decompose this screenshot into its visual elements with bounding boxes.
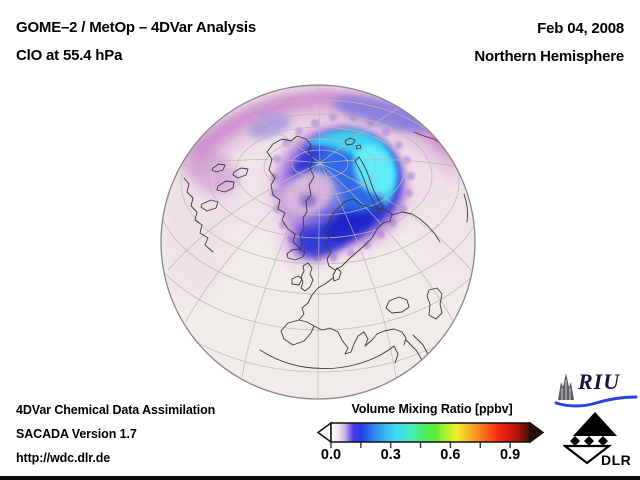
riu-wave-icon: [554, 395, 638, 408]
dlr-logo-text: DLR: [601, 452, 632, 468]
region-label: Northern Hemisphere: [474, 48, 624, 65]
figure-title: GOME–2 / MetOp – 4DVar Analysis ClO at 5…: [16, 20, 256, 63]
colorbar-right-arrow: [529, 421, 545, 444]
cathedral-icon: [558, 373, 574, 400]
colorbar-left-arrow: [316, 421, 332, 444]
credit-line-3: http://wdc.dlr.de: [16, 451, 111, 465]
colorbar-tick-labels: 0.0 0.3 0.6 0.9: [314, 447, 550, 465]
bottom-bar: [0, 476, 640, 480]
graticule: [161, 85, 475, 399]
dlr-logo-icon: [561, 412, 617, 465]
title-line-1: GOME–2 / MetOp – 4DVar Analysis: [16, 19, 257, 36]
credits-block: 4DVar Chemical Data Assimilation SACADA …: [16, 403, 215, 475]
colorbar-tick-label: 0.6: [440, 447, 461, 463]
colorbar-gradient-bar: [330, 422, 531, 443]
globe-limb: [160, 84, 476, 400]
colorbar-tick-label: 0.3: [380, 447, 401, 463]
riu-logo-text: RIU: [578, 369, 621, 394]
figure-date-region: Feb 04, 2008 Northern Hemisphere: [474, 21, 624, 64]
colorbar: [316, 421, 545, 448]
globe-map: [160, 84, 476, 400]
title-line-2: ClO at 55.4 hPa: [16, 47, 123, 64]
credit-line-2: SACADA Version 1.7: [16, 427, 137, 441]
colorbar-tick-label: 0.9: [500, 447, 521, 463]
date-label: Feb 04, 2008: [537, 20, 624, 37]
colorbar-tick-label: 0.0: [320, 447, 342, 463]
colorbar-title: Volume Mixing Ratio [ppbv]: [351, 402, 513, 416]
dlr-logo: DLR: [561, 411, 638, 471]
colorbar-ticks: [330, 442, 511, 448]
riu-logo: RIU: [554, 369, 640, 413]
credit-line-1: 4DVar Chemical Data Assimilation: [16, 403, 216, 417]
